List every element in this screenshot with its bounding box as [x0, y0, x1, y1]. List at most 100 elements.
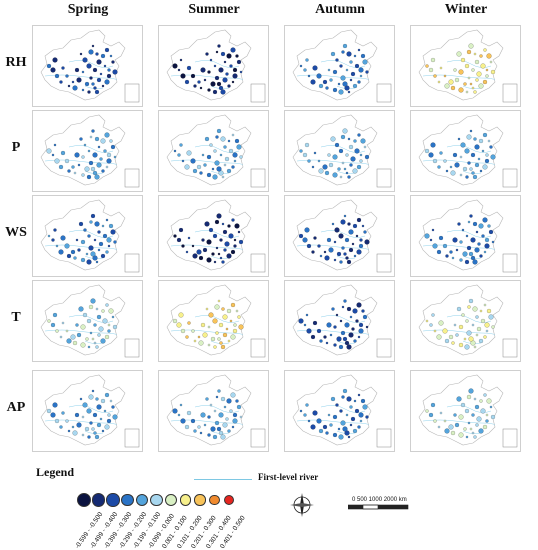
- south-sea-inset: [502, 428, 518, 448]
- south-sea-inset: [376, 253, 392, 273]
- station-marker: [465, 175, 469, 179]
- south-sea-inset: [502, 338, 518, 358]
- station-marker: [359, 153, 363, 157]
- station-marker: [466, 134, 472, 140]
- station-marker: [92, 412, 98, 418]
- station-marker: [467, 161, 471, 165]
- station-marker: [64, 243, 70, 249]
- station-marker: [230, 249, 236, 255]
- station-marker: [428, 67, 434, 73]
- station-marker: [298, 233, 304, 239]
- station-marker: [173, 234, 177, 238]
- station-marker: [357, 393, 361, 397]
- station-marker: [443, 159, 447, 163]
- station-marker: [65, 419, 69, 423]
- map-panel-rh-spring: [32, 25, 143, 107]
- station-marker: [88, 304, 94, 310]
- station-marker: [332, 432, 338, 438]
- south-sea-inset: [250, 338, 266, 358]
- station-marker: [319, 339, 323, 343]
- station-marker: [235, 399, 239, 403]
- station-marker: [335, 313, 339, 317]
- country-outline: [40, 29, 126, 101]
- station-marker: [97, 333, 101, 337]
- station-marker: [356, 249, 362, 255]
- station-marker: [191, 244, 195, 248]
- station-marker: [354, 148, 360, 154]
- variable-label-p: P: [11, 140, 21, 155]
- station-marker: [437, 425, 441, 429]
- legend-class-symbol: [194, 494, 206, 506]
- station-marker: [346, 51, 352, 57]
- station-marker: [108, 223, 114, 229]
- station-marker: [199, 431, 203, 435]
- station-marker: [73, 171, 77, 175]
- station-marker: [205, 397, 209, 401]
- station-marker: [210, 336, 216, 342]
- country-outline: [166, 284, 252, 356]
- station-marker: [348, 229, 354, 235]
- station-marker: [110, 229, 116, 235]
- station-marker: [86, 174, 92, 180]
- station-marker: [319, 254, 323, 258]
- station-marker: [485, 419, 489, 423]
- station-marker: [215, 395, 219, 399]
- station-marker: [91, 427, 95, 431]
- station-marker: [361, 309, 365, 313]
- station-marker: [203, 163, 207, 167]
- station-marker: [236, 59, 242, 65]
- station-marker: [358, 328, 364, 334]
- station-marker: [89, 331, 93, 335]
- station-marker: [313, 236, 317, 240]
- south-sea-inset: [376, 83, 392, 103]
- map-panel-t-summer: [158, 280, 269, 362]
- station-marker: [101, 84, 105, 88]
- station-marker: [479, 309, 483, 313]
- station-marker: [478, 223, 484, 229]
- station-marker: [431, 228, 435, 232]
- station-marker: [478, 138, 484, 144]
- station-marker: [485, 68, 489, 72]
- station-marker: [92, 152, 98, 158]
- station-marker: [339, 64, 343, 68]
- station-marker: [198, 340, 204, 346]
- station-marker: [431, 313, 435, 317]
- south-sea-inset: [250, 83, 266, 103]
- station-marker: [60, 150, 66, 156]
- station-marker: [356, 302, 362, 308]
- station-marker: [454, 422, 460, 428]
- station-marker: [487, 139, 491, 143]
- station-marker: [216, 213, 222, 219]
- station-marker: [353, 399, 357, 403]
- station-marker: [453, 323, 457, 327]
- station-marker: [322, 424, 328, 430]
- station-marker: [217, 389, 221, 393]
- station-marker: [184, 164, 190, 170]
- station-marker: [491, 325, 495, 329]
- station-marker: [461, 228, 465, 232]
- station-marker: [207, 88, 211, 92]
- north-arrow-icon: [290, 493, 314, 517]
- station-marker: [462, 251, 468, 257]
- station-marker: [333, 343, 337, 347]
- station-marker: [104, 334, 110, 340]
- station-marker: [176, 237, 182, 243]
- station-marker: [106, 73, 112, 79]
- station-marker: [336, 251, 342, 257]
- station-marker: [217, 252, 221, 256]
- station-marker: [429, 238, 433, 242]
- station-marker: [76, 332, 82, 338]
- station-marker: [223, 248, 227, 252]
- station-marker: [200, 322, 206, 328]
- station-marker: [363, 230, 367, 234]
- station-marker: [361, 224, 365, 228]
- station-marker: [323, 250, 327, 254]
- station-marker: [474, 144, 480, 150]
- station-marker: [304, 142, 310, 148]
- station-marker: [51, 238, 55, 242]
- station-marker: [464, 148, 470, 154]
- station-marker: [199, 86, 203, 90]
- station-marker: [425, 319, 429, 323]
- station-marker: [364, 154, 370, 160]
- station-marker: [348, 332, 354, 338]
